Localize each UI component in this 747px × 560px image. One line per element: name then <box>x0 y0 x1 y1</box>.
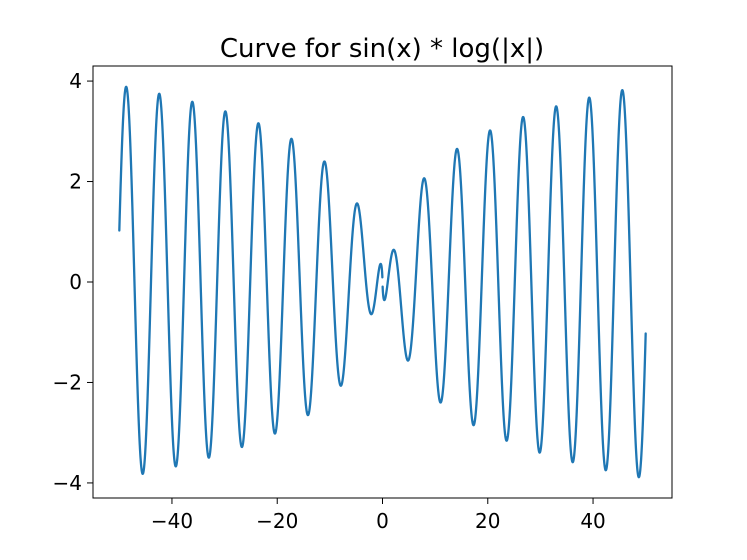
x-tick-label: 0 <box>376 509 389 533</box>
y-tick-label: 4 <box>69 69 82 93</box>
x-tick-label: −40 <box>151 509 193 533</box>
plot-area <box>118 85 647 479</box>
x-tick-label: −20 <box>256 509 298 533</box>
y-tick-label: −4 <box>53 471 82 495</box>
series-line <box>118 85 647 479</box>
x-tick-label: 20 <box>475 509 500 533</box>
y-tick-label: 2 <box>69 170 82 194</box>
x-tick-label: 40 <box>580 509 605 533</box>
chart-title: Curve for sin(x) * log(|x|) <box>220 34 544 64</box>
y-tick-label: −2 <box>53 370 82 394</box>
y-tick-label: 0 <box>69 270 82 294</box>
